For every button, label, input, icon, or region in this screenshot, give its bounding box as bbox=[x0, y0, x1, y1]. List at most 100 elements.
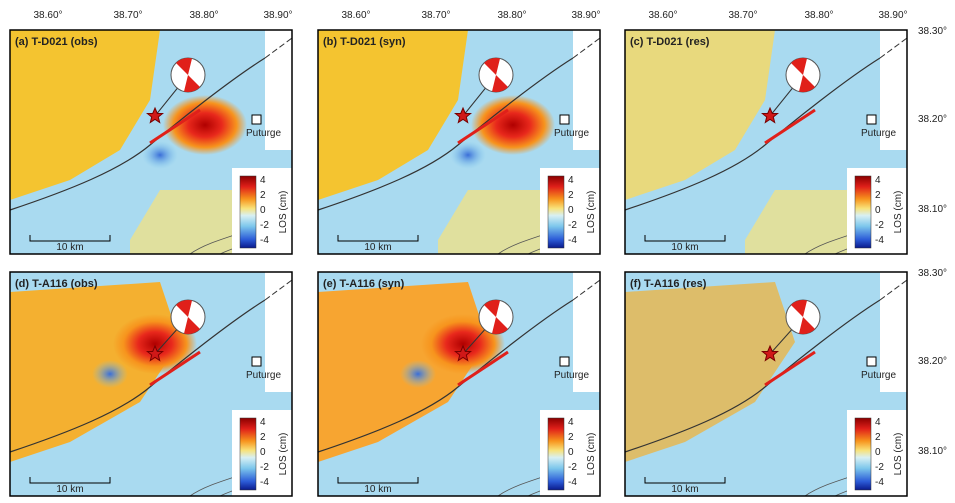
yellow-area bbox=[438, 190, 548, 254]
scale-label: 10 km bbox=[56, 242, 83, 253]
longitude-label: 38.70° bbox=[113, 10, 142, 21]
colorbar-tick-label: 2 bbox=[568, 190, 574, 201]
rupture bbox=[149, 108, 201, 145]
colorbar-tick-label: -4 bbox=[875, 477, 884, 488]
yellow-area bbox=[745, 190, 855, 254]
colorbar-tick-label: 0 bbox=[260, 205, 266, 216]
uplift bbox=[163, 95, 247, 155]
rupture bbox=[764, 350, 816, 387]
subsidence bbox=[142, 141, 178, 169]
colorbar bbox=[854, 175, 872, 249]
colorbar-tick-label: 0 bbox=[875, 205, 881, 216]
town-label: Puturge bbox=[246, 128, 281, 139]
latitude-label: 38.20° bbox=[918, 356, 947, 367]
scale-label: 10 km bbox=[364, 484, 391, 495]
colorbar bbox=[239, 175, 257, 249]
no-data bbox=[573, 272, 600, 392]
subsidence bbox=[450, 141, 486, 169]
beachball-quadrant bbox=[484, 300, 508, 334]
rupture bbox=[764, 108, 816, 145]
colorbar-label: LOS (cm) bbox=[586, 191, 597, 234]
panel-title: (a) T-D021 (obs) bbox=[15, 36, 98, 48]
latitude-label: 38.20° bbox=[918, 114, 947, 125]
panel-frame bbox=[9, 271, 293, 497]
colorbar-label: LOS (cm) bbox=[278, 433, 289, 476]
map-panel: Puturge 10 km 4 2 0 -2 -4 LOS (cm) (a) T-D021 (o… bbox=[9, 29, 293, 255]
colorbar-tick-label: 0 bbox=[568, 447, 574, 458]
colorbar bbox=[239, 417, 257, 491]
map-panel: Puturge 10 km 4 2 0 -2 -4 LOS (cm) (f) T-A116 (r… bbox=[624, 271, 908, 497]
town-marker bbox=[559, 114, 570, 125]
fault-dashed bbox=[879, 279, 908, 301]
colorbar-tick-label: -2 bbox=[568, 462, 577, 473]
fault-dashed bbox=[264, 279, 293, 301]
colorbar-tick-label: -2 bbox=[875, 220, 884, 231]
town-marker bbox=[559, 356, 570, 367]
rupture bbox=[457, 108, 509, 145]
longitude-label: 38.80° bbox=[497, 10, 526, 21]
fault-dashed bbox=[572, 279, 601, 301]
scale-bar bbox=[337, 477, 419, 484]
epicenter bbox=[453, 106, 473, 124]
fault-dashed bbox=[572, 37, 601, 59]
subsidence bbox=[92, 360, 128, 388]
colorbar bbox=[854, 417, 872, 491]
map-panel: Puturge 10 km 4 2 0 -2 -4 LOS (cm) (b) T-D021 (s… bbox=[317, 29, 601, 255]
scale-bar bbox=[337, 235, 419, 242]
uplift bbox=[471, 95, 555, 155]
colorbar bbox=[547, 175, 565, 249]
yellow-area bbox=[10, 30, 160, 200]
colorbar-tick-label: 0 bbox=[568, 205, 574, 216]
fault bbox=[624, 299, 881, 453]
longitude-label: 38.90° bbox=[263, 10, 292, 21]
panel-frame bbox=[9, 29, 293, 255]
longitude-label: 38.80° bbox=[804, 10, 833, 21]
no-data bbox=[880, 272, 907, 392]
town-marker bbox=[866, 114, 877, 125]
rupture bbox=[149, 350, 201, 387]
epicenter bbox=[145, 106, 165, 124]
colorbar-tick-label: 4 bbox=[568, 417, 574, 428]
longitude-label: 38.60° bbox=[648, 10, 677, 21]
fault bbox=[9, 299, 266, 453]
colorbar-tick-label: -2 bbox=[875, 462, 884, 473]
no-data bbox=[265, 272, 292, 392]
yellow-area bbox=[130, 190, 240, 254]
colorbar-tick-label: -4 bbox=[568, 235, 577, 246]
panel-frame bbox=[317, 29, 601, 255]
rupture bbox=[457, 350, 509, 387]
colorbar-tick-label: -4 bbox=[568, 477, 577, 488]
town-marker bbox=[866, 356, 877, 367]
colorbar-tick-label: 2 bbox=[875, 190, 881, 201]
scale-label: 10 km bbox=[671, 242, 698, 253]
latitude-label: 38.30° bbox=[918, 26, 947, 37]
no-data bbox=[573, 30, 600, 150]
town-marker bbox=[251, 114, 262, 125]
panel-title: (c) T-D021 (res) bbox=[630, 36, 710, 48]
epicenter bbox=[760, 106, 780, 124]
epicenter bbox=[453, 344, 473, 362]
colorbar-tick-label: 0 bbox=[875, 447, 881, 458]
town-label: Puturge bbox=[861, 128, 896, 139]
colorbar-tick-label: -4 bbox=[875, 235, 884, 246]
colorbar-label: LOS (cm) bbox=[586, 433, 597, 476]
subsidence bbox=[400, 360, 436, 388]
panel-frame bbox=[624, 29, 908, 255]
town-label: Puturge bbox=[554, 370, 589, 381]
panel-title: (f) T-A116 (res) bbox=[630, 278, 707, 290]
latitude-label: 38.10° bbox=[918, 204, 947, 215]
town-label: Puturge bbox=[861, 370, 896, 381]
colorbar-tick-label: -4 bbox=[260, 235, 269, 246]
longitude-label: 38.70° bbox=[421, 10, 450, 21]
colorbar-label: LOS (cm) bbox=[893, 433, 904, 476]
colorbar-tick-label: 2 bbox=[260, 432, 266, 443]
colorbar-tick-label: 4 bbox=[260, 175, 266, 186]
scale-label: 10 km bbox=[671, 484, 698, 495]
scale-label: 10 km bbox=[364, 242, 391, 253]
colorbar-tick-label: -2 bbox=[260, 462, 269, 473]
fault bbox=[317, 299, 574, 453]
colorbar bbox=[547, 417, 565, 491]
map-panel: Puturge 10 km 4 2 0 -2 -4 LOS (cm) (c) T-D021 (r… bbox=[624, 29, 908, 255]
longitude-label: 38.60° bbox=[33, 10, 62, 21]
